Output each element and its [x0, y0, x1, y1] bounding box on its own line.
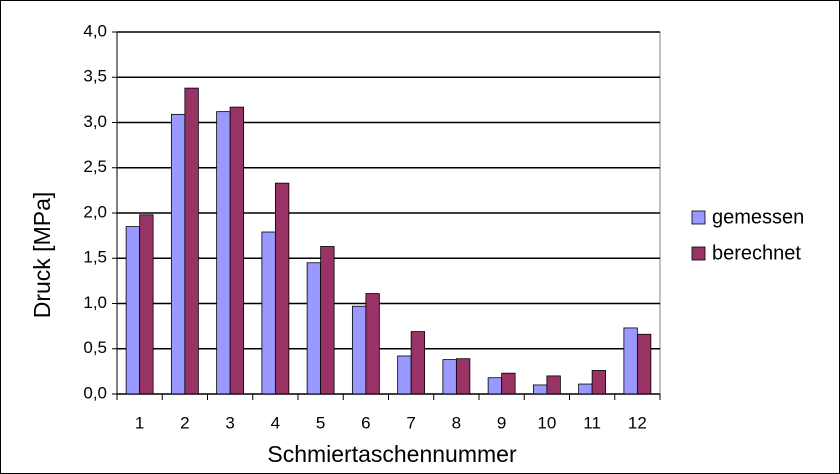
- bar: [455, 358, 471, 395]
- legend-label: berechnet: [712, 242, 801, 264]
- x-tick-label: 9: [497, 413, 506, 432]
- y-tick-label: 0,0: [83, 383, 107, 402]
- x-tick-label: 12: [628, 413, 647, 432]
- bar: [442, 359, 457, 395]
- bar: [229, 106, 245, 395]
- bar: [274, 182, 290, 395]
- x-tick-label: 1: [135, 413, 144, 432]
- y-tick-label: 1,0: [83, 293, 107, 312]
- bar: [487, 377, 503, 395]
- bar: [170, 113, 186, 395]
- bar: [365, 293, 380, 395]
- x-tick-label: 8: [452, 413, 461, 432]
- bar: [216, 111, 231, 395]
- x-tick-label: 10: [537, 413, 556, 432]
- bar: [532, 384, 548, 395]
- y-tick-label: 0,5: [83, 338, 107, 357]
- bar: [261, 231, 276, 395]
- y-tick-label: 2,5: [83, 157, 107, 176]
- bar: [578, 383, 593, 395]
- x-tick-label: 3: [225, 413, 234, 432]
- y-tick-label: 1,5: [83, 248, 107, 267]
- x-tick-label: 2: [180, 413, 189, 432]
- x-axis-label: Schmiertaschennummer: [267, 441, 517, 467]
- y-axis-label: Druck [MPa]: [29, 192, 55, 319]
- bar: [591, 370, 607, 395]
- bar: [410, 331, 426, 395]
- legend-swatch: [691, 246, 706, 261]
- bar: [320, 246, 335, 395]
- bar: [184, 87, 199, 395]
- legend-label: gemessen: [712, 206, 804, 228]
- x-tick-label: 7: [406, 413, 415, 432]
- bar: [125, 226, 141, 395]
- bar: [397, 355, 412, 395]
- y-tick-label: 2,0: [83, 202, 107, 221]
- bar: [351, 305, 367, 395]
- bar: [501, 372, 516, 395]
- bar: [623, 327, 638, 395]
- y-tick-label: 3,0: [83, 112, 107, 131]
- bar: [636, 333, 652, 395]
- y-tick-label: 3,5: [83, 67, 107, 86]
- x-tick-label: 5: [316, 413, 325, 432]
- legend-swatch: [691, 210, 706, 225]
- x-tick-label: 4: [271, 413, 280, 432]
- y-tick-label: 4,0: [83, 21, 107, 40]
- bar: [139, 214, 154, 395]
- bar: [306, 262, 322, 395]
- x-tick-label: 6: [361, 413, 370, 432]
- bar: [546, 375, 561, 395]
- x-tick-label: 11: [583, 413, 601, 432]
